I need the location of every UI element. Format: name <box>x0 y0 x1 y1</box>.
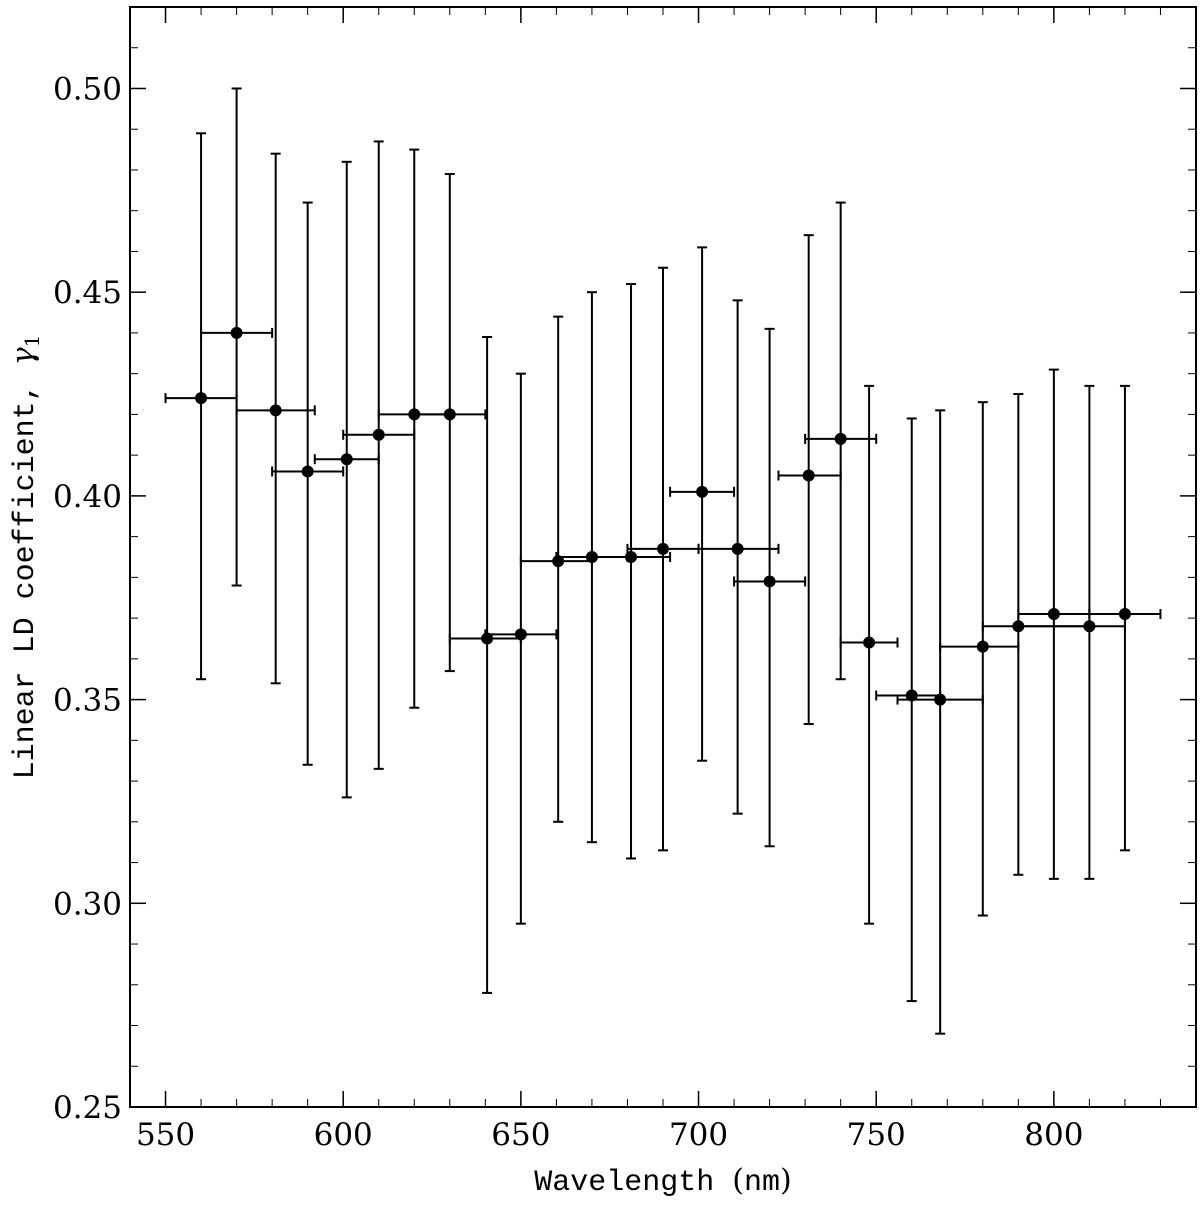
error-bar <box>939 401 1020 917</box>
error-bar <box>448 336 522 994</box>
data-point <box>443 408 456 421</box>
error-bar <box>626 266 700 852</box>
y-axis-label-main: Linear LD coefficient, <box>9 383 43 779</box>
data-point <box>934 693 947 706</box>
error-bar <box>271 201 345 766</box>
error-bar <box>669 246 736 762</box>
error-bar <box>313 160 380 799</box>
error-bar <box>555 291 629 844</box>
data-point <box>408 408 421 421</box>
x-tick-label: 800 <box>1024 1117 1083 1153</box>
data-point <box>863 636 876 649</box>
data-point <box>481 632 494 645</box>
y-tick-labels: 0.25 0.30 0.35 0.40 0.45 0.50 <box>53 71 122 1126</box>
plot-frame <box>129 6 1197 1108</box>
error-bar <box>342 140 416 770</box>
error-bar <box>235 152 316 685</box>
error-bar <box>733 327 807 848</box>
x-tick-label: 700 <box>669 1117 728 1153</box>
error-bar <box>839 384 899 925</box>
error-bar <box>413 173 487 673</box>
y-tick-label: 0.45 <box>53 275 122 311</box>
data-point <box>976 640 989 653</box>
data-point <box>834 432 847 445</box>
data-point <box>696 485 709 498</box>
data-point <box>802 469 815 482</box>
y-tick-label: 0.25 <box>53 1090 122 1126</box>
data-point <box>1083 620 1096 633</box>
error-bar <box>1017 368 1091 880</box>
error-bar <box>981 393 1091 876</box>
error-bar <box>896 409 984 1035</box>
error-bar <box>164 132 238 681</box>
y-axis-label: Linear LD coefficient, γ1 <box>6 335 44 780</box>
y-axis-label-symbol: γ <box>6 347 41 365</box>
data-point <box>625 551 638 563</box>
data-point <box>514 628 527 641</box>
x-tick-labels: 550 600 650 700 750 800 <box>136 1117 1084 1153</box>
data-point <box>301 465 314 478</box>
x-tick-label: 600 <box>314 1117 373 1153</box>
data-point <box>657 542 669 555</box>
x-tick-label: 750 <box>847 1117 906 1153</box>
x-axis-label-unit: nm <box>744 1166 780 1200</box>
data-point <box>552 555 565 568</box>
data-point <box>1047 608 1060 621</box>
error-bar <box>1017 384 1126 880</box>
x-axis-label-unit-open: ( <box>732 1163 744 1198</box>
y-tick-label: 0.35 <box>53 683 122 719</box>
y-axis-label-subscript: 1 <box>20 335 44 348</box>
data-point <box>340 453 353 466</box>
x-tick-label: 650 <box>491 1117 550 1153</box>
x-axis-label-unit-close: ) <box>780 1163 792 1198</box>
data-points <box>195 326 1131 706</box>
error-bar <box>590 283 672 860</box>
y-tick-label: 0.50 <box>53 71 122 107</box>
error-bar <box>484 372 558 925</box>
error-bars <box>164 87 1162 1035</box>
y-tick-label: 0.40 <box>53 479 122 515</box>
error-bar <box>875 417 942 1003</box>
data-point <box>585 551 598 563</box>
error-bar <box>519 315 593 823</box>
error-bar <box>377 148 451 709</box>
data-point <box>195 392 208 405</box>
data-point <box>269 404 282 417</box>
data-point <box>230 326 243 339</box>
y-tick-label: 0.30 <box>53 886 122 922</box>
data-point <box>731 542 744 555</box>
x-tick-label: 550 <box>136 1117 195 1153</box>
data-point <box>763 575 776 588</box>
x-axis-label: Wavelength (nm) <box>534 1163 792 1200</box>
error-bar <box>697 299 780 815</box>
data-point <box>372 428 385 441</box>
x-axis-label-main: Wavelength <box>534 1166 714 1200</box>
data-point <box>1012 620 1025 633</box>
data-point <box>1118 608 1131 621</box>
data-point <box>905 689 918 702</box>
